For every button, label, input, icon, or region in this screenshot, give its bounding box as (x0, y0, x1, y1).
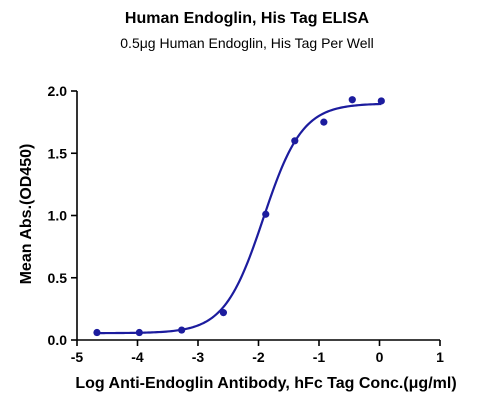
x-tick-label-3: -2 (252, 349, 265, 365)
data-point-4 (262, 210, 270, 218)
chart-title: Human Endoglin, His Tag ELISA (125, 10, 370, 27)
data-point-2 (178, 326, 186, 334)
chart-subtitle: 0.5μg Human Endoglin, His Tag Per Well (120, 35, 373, 51)
y-tick-label-1: 0.5 (48, 270, 68, 286)
data-point-5 (291, 137, 299, 145)
y-tick-label-4: 2.0 (48, 83, 68, 99)
data-point-0 (93, 328, 101, 337)
y-axis-title: Mean Abs.(OD450) (18, 144, 35, 285)
data-point-1 (135, 328, 143, 337)
data-point-3 (219, 309, 228, 317)
y-tick-label-0: 0.0 (48, 332, 68, 348)
x-tick-label-5: 0 (376, 349, 384, 365)
series-0-fit-curve (96, 102, 382, 335)
data-point-8 (377, 97, 385, 105)
x-tick-label-1: -4 (131, 349, 144, 365)
x-axis-title: Log Anti-Endoglin Antibody, hFc Tag Conc… (75, 375, 456, 392)
x-tick-label-6: 1 (436, 349, 444, 365)
data-point-7 (348, 96, 356, 104)
data-point-6 (320, 118, 328, 126)
y-tick-label-2: 1.0 (48, 208, 68, 224)
plot-area: -5 -4 -3 -2 -1 0 1 0.0 0.5 1.0 1.5 2.0 (48, 83, 445, 365)
y-tick-label-3: 1.5 (48, 145, 68, 161)
x-tick-label-0: -5 (71, 349, 84, 365)
x-tick-label-2: -3 (192, 349, 205, 365)
x-tick-label-4: -1 (313, 349, 326, 365)
